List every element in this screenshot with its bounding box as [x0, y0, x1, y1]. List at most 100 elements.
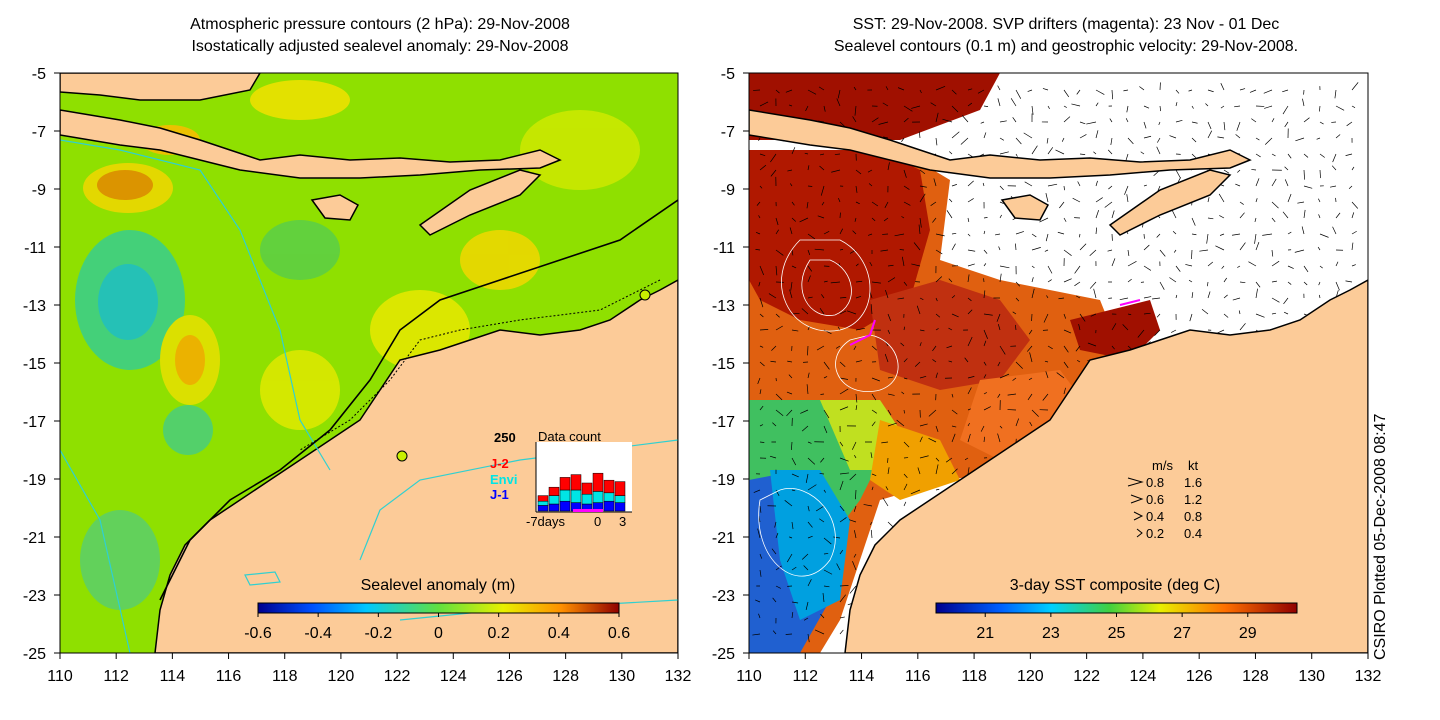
velocity-arrow: [759, 185, 763, 189]
velocity-arrow: [789, 183, 793, 187]
velocity-arrow: [942, 118, 953, 123]
velocity-arrow: [1201, 309, 1209, 315]
velocity-arrow: [1169, 277, 1177, 283]
velocity-arrow: [846, 310, 857, 315]
velocity-arrow: [849, 585, 857, 594]
velocity-arrow: [1015, 243, 1017, 251]
velocity-arrow: [967, 433, 971, 443]
velocity-arrow: [1143, 105, 1150, 109]
velocity-arrow: [1079, 121, 1086, 125]
velocity-arrow: [752, 633, 761, 636]
velocity-arrow: [839, 616, 845, 619]
velocity-arrow: [1127, 261, 1137, 267]
velocity-arrow: [837, 89, 841, 99]
velocity-arrow: [823, 280, 828, 283]
colorbar-tick-label: 29: [1239, 625, 1257, 642]
velocity-arrow: [759, 361, 765, 367]
velocity-arrow: [831, 169, 841, 173]
velocity-arrow: [819, 518, 825, 523]
lon-tick-label: 110: [736, 668, 762, 685]
velocity-arrow: [1079, 313, 1086, 322]
velocity-arrow: [805, 473, 809, 483]
velocity-arrow: [1175, 169, 1181, 178]
velocity-arrow: [1283, 297, 1289, 305]
velocity-arrow: [871, 486, 874, 491]
velocity-arrow: [1189, 313, 1193, 322]
velocity-arrow: [911, 263, 921, 267]
velocity-arrow: [945, 457, 953, 463]
inset-bar-j1: [559, 500, 571, 512]
velocity-arrow: [932, 217, 937, 223]
velocity-arrow: [998, 246, 1001, 251]
velocity-arrow: [791, 249, 794, 256]
velocity-arrow: [1319, 265, 1323, 269]
lon-tick-label: 122: [1073, 668, 1100, 685]
velocity-arrow: [1220, 105, 1225, 109]
velocity-legend-kt: 0.8: [1184, 509, 1202, 524]
lon-tick-label: 124: [440, 668, 467, 685]
velocity-arrow: [913, 242, 921, 251]
velocity-arrow: [775, 265, 778, 276]
velocity-legend-ms: 0.4: [1146, 509, 1164, 524]
velocity-arrow: [887, 393, 895, 396]
velocity-arrow: [803, 617, 809, 621]
inset-bar-j1: [603, 500, 615, 512]
velocity-arrow: [1255, 153, 1261, 158]
lat-tick-label: -9: [721, 182, 735, 199]
velocity-arrow: [853, 345, 857, 350]
velocity-arrow: [1303, 209, 1306, 219]
velocity-arrow: [855, 295, 862, 299]
velocity-arrow: [1284, 179, 1289, 187]
velocity-arrow: [791, 329, 799, 332]
velocity-arrow: [997, 393, 1001, 398]
velocity-arrow: [1063, 185, 1065, 191]
velocity-arrow: [1334, 89, 1337, 99]
velocity-arrow: [1236, 121, 1241, 131]
velocity-arrow: [839, 361, 846, 368]
velocity-arrow: [807, 484, 817, 491]
velocity-arrow: [1156, 233, 1161, 238]
velocity-arrow: [1045, 193, 1049, 203]
velocity-arrow: [1077, 181, 1081, 187]
velocity-arrow: [839, 472, 850, 475]
velocity-arrow: [1271, 201, 1279, 209]
velocity-arrow: [1063, 249, 1072, 256]
velocity-arrow: [919, 376, 927, 379]
velocity-legend-arrow: [1133, 511, 1144, 521]
velocity-arrow: [935, 425, 939, 433]
velocity-arrow: [807, 372, 810, 379]
velocity-arrow: [1031, 288, 1035, 299]
sst-colorbar-bar: [935, 602, 1298, 614]
velocity-arrow: [823, 361, 830, 370]
velocity-arrow: [1111, 345, 1115, 350]
velocity-arrow: [759, 505, 762, 513]
velocity-arrow: [775, 229, 779, 235]
velocity-arrow: [770, 169, 777, 177]
inset-bar-j1: [614, 502, 626, 512]
velocity-arrow: [775, 89, 780, 94]
velocity-legend-arrow: [1130, 494, 1144, 504]
velocity-arrow: [983, 406, 991, 411]
velocity-arrow: [897, 297, 905, 300]
velocity-arrow: [770, 153, 777, 163]
velocity-arrow: [852, 230, 857, 235]
velocity-arrow: [807, 249, 811, 256]
velocity-arrow: [911, 105, 921, 109]
velocity-arrow: [1143, 296, 1152, 299]
velocity-arrow: [1047, 183, 1058, 187]
velocity-arrow: [1207, 261, 1214, 267]
velocity-arrow: [903, 117, 909, 123]
velocity-arrow: [854, 454, 857, 459]
velocity-arrow: [1234, 105, 1241, 108]
lon-tick-label: 114: [160, 668, 186, 685]
velocity-arrow: [853, 553, 857, 558]
velocity-arrow: [1223, 313, 1229, 318]
velocity-arrow: [871, 217, 876, 222]
velocity-arrow: [1159, 105, 1161, 112]
velocity-arrow: [967, 422, 970, 427]
velocity-arrow: [821, 201, 825, 206]
velocity-arrow: [903, 105, 913, 112]
velocity-arrow: [1251, 118, 1257, 123]
velocity-arrow: [1287, 153, 1292, 159]
velocity-arrow: [1239, 281, 1246, 284]
